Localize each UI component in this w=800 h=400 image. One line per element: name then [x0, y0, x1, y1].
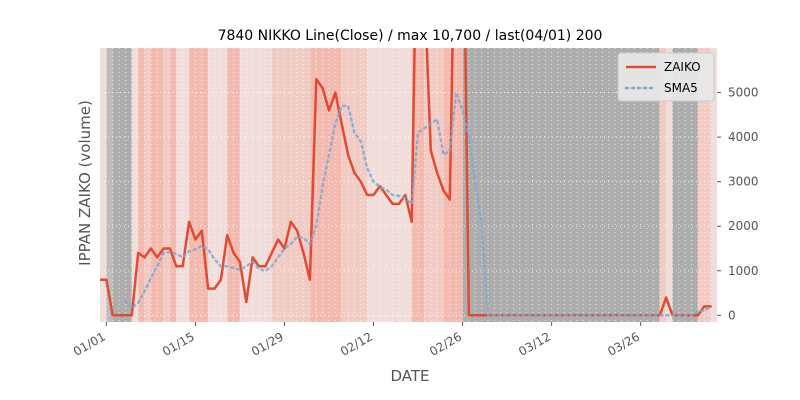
legend-label-sma5: SMA5	[664, 81, 698, 95]
y-tick-label: 2000	[728, 219, 759, 233]
background-band	[131, 48, 139, 322]
y-tick-label: 3000	[728, 175, 759, 189]
y-tick-label: 0	[728, 308, 736, 322]
legend: ZAIKO SMA5	[617, 52, 715, 102]
background-band	[659, 48, 667, 322]
y-axis-ticks: 0 1000 2000 3000 4000 5000	[717, 86, 759, 322]
y-tick-label: 5000	[728, 86, 759, 100]
x-axis-label: DATE	[390, 367, 429, 385]
background-band	[169, 48, 177, 322]
background-band	[106, 48, 113, 322]
legend-box	[617, 52, 715, 102]
background-band	[443, 48, 463, 322]
background-band	[367, 48, 412, 322]
background-band	[239, 48, 272, 322]
background-band	[710, 48, 717, 322]
series-line-zaiko	[100, 48, 712, 317]
series-line-sma5	[124, 91, 712, 317]
background-band	[138, 48, 145, 322]
legend-label-zaiko: ZAIKO	[664, 60, 701, 74]
series-layer	[100, 48, 712, 317]
background-band	[100, 48, 107, 322]
y-tick-label: 4000	[728, 130, 759, 144]
background-band	[666, 48, 673, 322]
background-band	[163, 48, 170, 322]
background-band	[189, 48, 209, 322]
y-tick-label: 1000	[728, 264, 759, 278]
background-band	[112, 48, 132, 322]
chart-title: 7840 NIKKO Line(Close) / max 10,700 / la…	[218, 28, 603, 44]
background-band	[144, 48, 151, 322]
background-band	[208, 48, 228, 322]
y-axis-label: IPPAN ZAIKO (volume)	[76, 100, 94, 266]
